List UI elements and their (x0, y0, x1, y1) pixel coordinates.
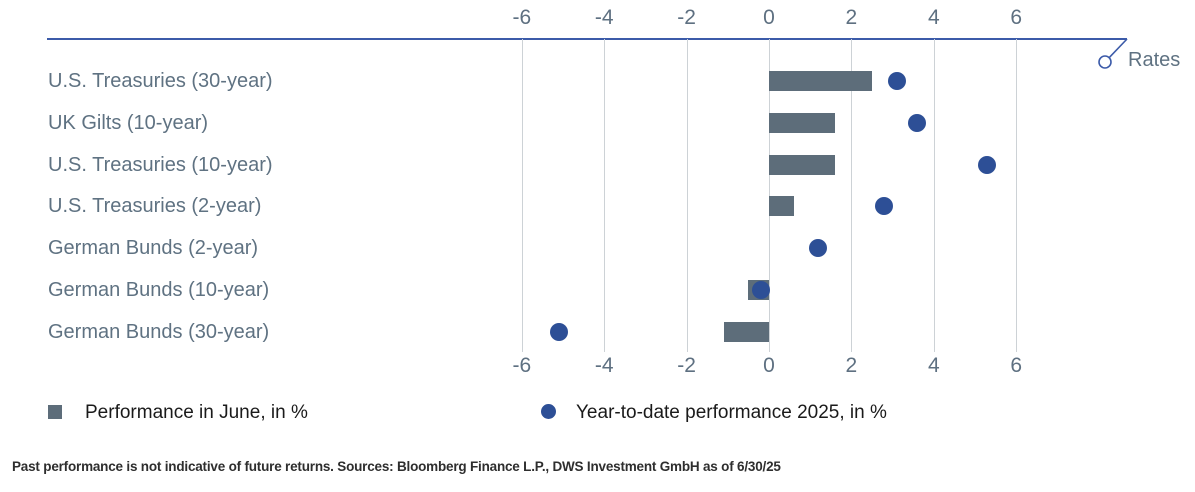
ytd-performance-dot (751, 281, 770, 300)
category-label: German Bunds (10-year) (48, 279, 270, 302)
x-tick-label-top: -6 (512, 6, 532, 29)
ytd-performance-dot (809, 239, 828, 258)
category-label: German Bunds (30-year) (48, 320, 270, 343)
ytd-performance-dot (549, 322, 568, 341)
x-tick-label-top: -4 (594, 6, 614, 29)
rates-label: Rates (1128, 49, 1181, 71)
june-performance-bar (769, 154, 835, 175)
x-tick-label-top: -2 (677, 6, 696, 29)
x-tick-label-bottom: -4 (594, 354, 614, 377)
ytd-performance-dot (887, 72, 906, 90)
gridline (686, 39, 688, 352)
june-performance-bar (769, 112, 835, 133)
june-performance-bar (769, 71, 872, 91)
x-tick-label-top: 2 (845, 6, 858, 29)
x-tick-label-top: 6 (1010, 6, 1023, 29)
x-tick-label-bottom: 6 (1010, 354, 1023, 377)
ytd-performance-dot (978, 155, 997, 174)
x-tick-label-top: 0 (763, 6, 775, 29)
category-label: U.S. Treasuries (2-year) (48, 195, 262, 218)
x-tick-label-bottom: 4 (927, 354, 940, 377)
x-tick-label-bottom: 0 (763, 354, 775, 377)
category-label: U.S. Treasuries (30-year) (48, 70, 273, 92)
ytd-performance-dot (875, 197, 894, 216)
footer-disclaimer: Past performance is not indicative of fu… (12, 459, 781, 474)
gridline (604, 39, 606, 352)
gridline (521, 39, 523, 352)
category-label: U.S. Treasuries (10-year) (48, 153, 273, 176)
category-label: UK Gilts (10-year) (48, 111, 209, 134)
legend-square-icon (48, 405, 62, 419)
x-tick-label-bottom: -6 (512, 354, 532, 377)
category-label: German Bunds (2-year) (48, 237, 259, 260)
gridline (1016, 39, 1018, 352)
legend-june-label: Performance in June, in % (85, 402, 308, 423)
ytd-performance-dot (908, 113, 927, 132)
chart-legend: Performance in June, in % Year-to-date p… (0, 402, 1195, 426)
june-performance-bar (723, 321, 769, 342)
rates-callout-line (1098, 38, 1128, 69)
gridline (933, 39, 935, 352)
legend-ytd-label: Year-to-date performance 2025, in % (576, 402, 887, 423)
top-axis-line (47, 38, 1127, 40)
june-performance-bar (769, 196, 794, 217)
x-tick-label-bottom: 2 (845, 354, 858, 377)
gridline (769, 39, 770, 352)
x-tick-label-bottom: -2 (677, 354, 696, 377)
gridline (851, 39, 853, 352)
legend-circle-icon (541, 404, 556, 419)
rates-circle-icon (1098, 55, 1112, 69)
x-tick-label-top: 4 (927, 6, 940, 29)
